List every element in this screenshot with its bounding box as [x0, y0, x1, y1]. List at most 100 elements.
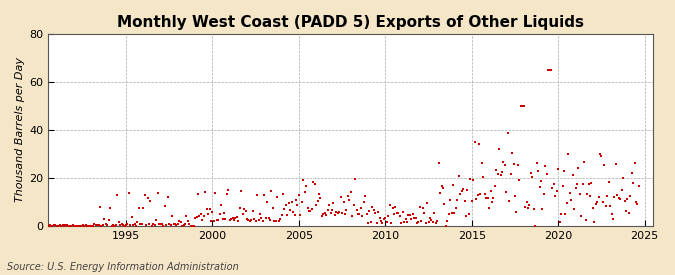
Point	[524, 203, 535, 207]
Point	[327, 208, 338, 212]
Point	[512, 163, 523, 167]
Point	[135, 222, 146, 226]
Point	[322, 207, 333, 212]
Point	[452, 197, 463, 202]
Point	[292, 203, 303, 207]
Point	[593, 195, 604, 200]
Point	[543, 68, 554, 72]
Point	[92, 223, 103, 227]
Point	[522, 206, 533, 211]
Point	[596, 154, 607, 158]
Point	[377, 221, 388, 225]
Point	[580, 218, 591, 222]
Point	[469, 140, 480, 144]
Point	[73, 223, 84, 228]
Point	[492, 172, 503, 176]
Point	[131, 224, 142, 228]
Point	[539, 192, 549, 196]
Point	[399, 220, 410, 224]
Point	[223, 188, 234, 192]
Point	[72, 223, 82, 228]
Point	[600, 204, 611, 208]
Point	[172, 221, 183, 226]
Point	[423, 220, 434, 225]
Point	[396, 221, 406, 226]
Point	[227, 215, 238, 220]
Point	[285, 208, 296, 213]
Point	[458, 187, 468, 192]
Point	[344, 198, 354, 203]
Point	[456, 189, 467, 193]
Point	[86, 223, 97, 228]
Point	[375, 219, 386, 224]
Point	[364, 208, 375, 213]
Point	[510, 194, 520, 198]
Point	[145, 199, 156, 203]
Point	[313, 199, 323, 203]
Point	[591, 202, 601, 206]
Point	[599, 163, 610, 167]
Point	[51, 224, 62, 228]
Point	[207, 210, 218, 214]
Point	[168, 222, 179, 227]
Point	[154, 222, 165, 226]
Point	[459, 199, 470, 204]
Point	[186, 223, 196, 228]
Point	[550, 193, 561, 198]
Point	[448, 183, 458, 187]
Point	[88, 224, 99, 228]
Point	[211, 218, 222, 222]
Point	[230, 216, 241, 220]
Point	[101, 222, 111, 227]
Point	[192, 192, 203, 197]
Point	[155, 222, 166, 226]
Point	[358, 200, 369, 204]
Point	[337, 211, 348, 215]
Point	[502, 131, 513, 136]
Point	[484, 206, 495, 210]
Point	[439, 202, 450, 206]
Point	[187, 224, 198, 228]
Point	[477, 160, 487, 165]
Point	[392, 211, 402, 215]
Point	[419, 211, 430, 215]
Point	[202, 212, 213, 216]
Point	[176, 220, 186, 224]
Point	[356, 205, 367, 210]
Point	[454, 174, 464, 178]
Point	[470, 197, 481, 202]
Point	[612, 193, 623, 198]
Point	[314, 192, 325, 196]
Point	[144, 222, 155, 227]
Point	[436, 184, 447, 188]
Point	[294, 193, 304, 198]
Point	[257, 219, 268, 223]
Point	[342, 194, 353, 198]
Point	[240, 209, 251, 213]
Point	[284, 201, 294, 205]
Point	[511, 210, 522, 214]
Point	[271, 219, 281, 223]
Point	[407, 211, 418, 216]
Point	[402, 220, 412, 224]
Point	[261, 216, 271, 221]
Point	[628, 180, 639, 185]
Point	[352, 212, 363, 216]
Point	[41, 224, 52, 228]
Point	[553, 167, 564, 172]
Point	[514, 178, 524, 182]
Point	[609, 195, 620, 199]
Point	[329, 213, 340, 218]
Point	[325, 211, 336, 215]
Point	[102, 223, 113, 227]
Point	[449, 211, 460, 215]
Point	[390, 205, 401, 209]
Point	[82, 224, 92, 228]
Point	[544, 68, 555, 72]
Point	[116, 222, 127, 226]
Point	[465, 177, 476, 181]
Point	[516, 104, 526, 108]
Point	[361, 212, 372, 217]
Point	[126, 214, 137, 219]
Point	[229, 218, 240, 222]
